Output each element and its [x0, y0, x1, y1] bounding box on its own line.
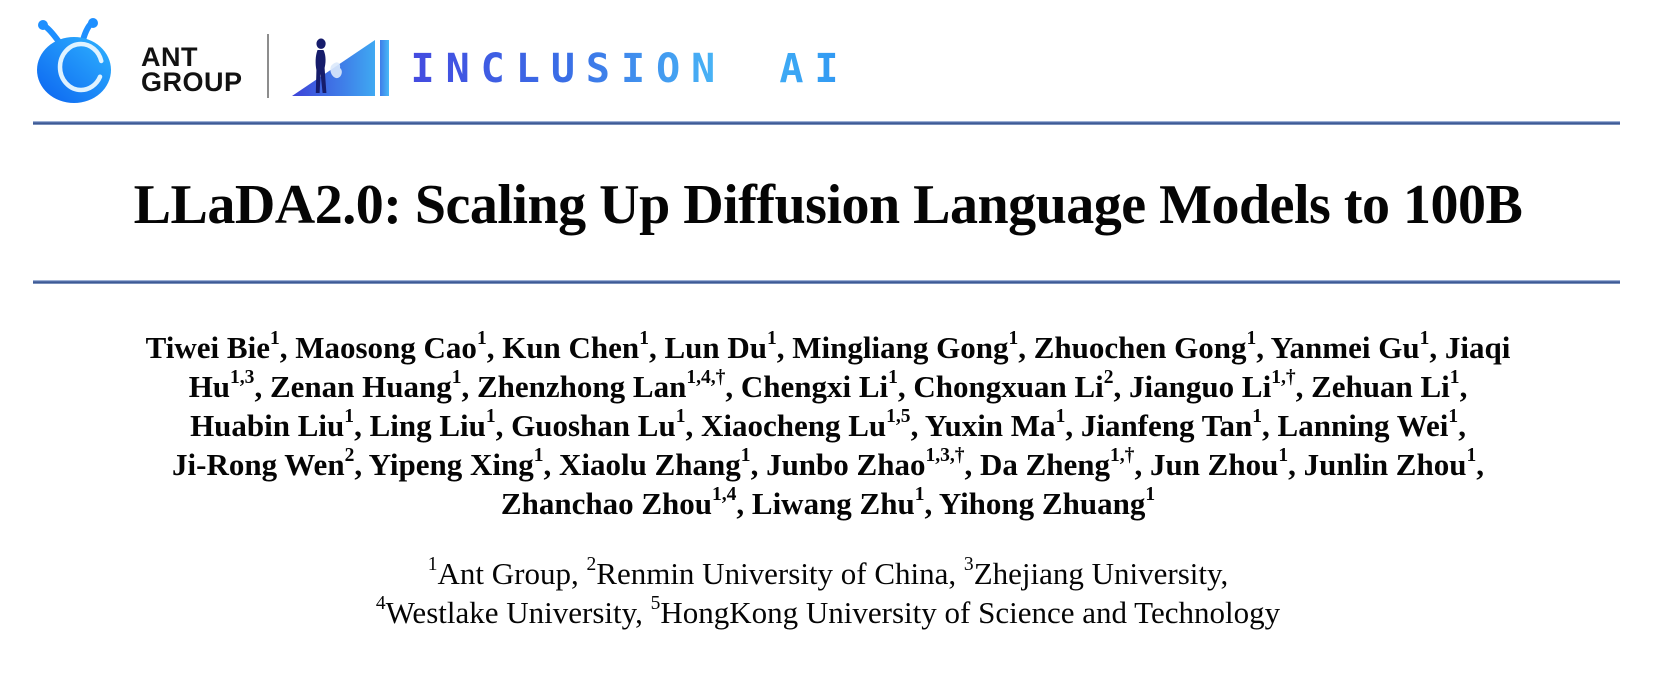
text-run: , Zenan Huang	[254, 368, 452, 404]
superscript: 1,4	[711, 484, 737, 506]
text-run: , Kun Chen	[486, 329, 640, 365]
superscript: 1	[675, 406, 686, 428]
superscript: 1	[1252, 406, 1263, 428]
superscript: 1	[1466, 445, 1477, 467]
text-run: , Liwang Zhu	[736, 485, 915, 521]
text-run: ,	[1459, 368, 1468, 404]
superscript: 1	[344, 406, 355, 428]
text-run: , Lun Du	[648, 329, 767, 365]
superscript: 1	[639, 328, 649, 350]
text-run: , Chengxi Li	[725, 368, 889, 404]
text-run: , Jianguo Li	[1113, 368, 1272, 404]
ant-group-wordmark-line1: ANT	[141, 41, 198, 72]
affiliation-list: 1Ant Group, 2Renmin University of China,…	[38, 554, 1618, 632]
text-run: Westlake University,	[385, 594, 651, 630]
text-run: , Yihong Zhuang	[924, 485, 1146, 521]
author-line: Zhanchao Zhou1,4, Liwang Zhu1, Yihong Zh…	[38, 484, 1618, 523]
text-run: Zhanchao Zhou	[500, 485, 712, 521]
text-run: , Jiaqi	[1429, 329, 1511, 365]
superscript: 2	[1103, 367, 1114, 389]
superscript: 1	[767, 328, 777, 350]
text-run: , Jun Zhou	[1134, 446, 1279, 482]
text-run: , Lanning Wei	[1262, 407, 1449, 443]
superscript: 5	[650, 593, 661, 615]
superscript: 1	[485, 406, 496, 428]
superscript: 1	[740, 445, 751, 467]
text-run: Huabin Liu	[190, 407, 345, 443]
text-run: , Yipeng Xing	[354, 446, 534, 482]
superscript: 1	[476, 328, 487, 350]
author-line: Tiwei Bie1, Maosong Cao1, Kun Chen1, Lun…	[38, 328, 1618, 367]
text-run: , Guoshan Lu	[495, 407, 676, 443]
author-line: Huabin Liu1, Ling Liu1, Guoshan Lu1, Xia…	[38, 406, 1618, 445]
text-run: , Da Zheng	[964, 446, 1111, 482]
author-list: Tiwei Bie1, Maosong Cao1, Kun Chen1, Lun…	[38, 328, 1618, 523]
superscript: 2	[344, 445, 355, 467]
text-run: , Zhenzhong Lan	[461, 368, 687, 404]
superscript: 1	[1278, 445, 1289, 467]
superscript: 1,5	[886, 406, 911, 428]
text-run: , Xiaocheng Lu	[685, 407, 887, 443]
text-run: Ant Group,	[437, 555, 587, 591]
superscript: 1,†	[1271, 367, 1296, 389]
superscript: 3	[963, 554, 974, 576]
superscript: 1	[1008, 328, 1019, 350]
superscript: 1	[269, 328, 280, 350]
superscript: 1	[427, 554, 438, 576]
superscript: 1	[451, 367, 462, 389]
superscript: 1,†	[1110, 445, 1135, 467]
superscript: 1	[1449, 367, 1460, 389]
paper-title: LLaDA2.0: Scaling Up Diffusion Language …	[133, 174, 1523, 236]
text-run: , Ling Liu	[354, 407, 486, 443]
logo-divider	[266, 34, 269, 98]
text-run: , Zehuan Li	[1295, 368, 1450, 404]
text-run: Ji-Rong Wen	[172, 446, 345, 482]
superscript: 1	[1448, 406, 1459, 428]
affiliation-line: 1Ant Group, 2Renmin University of China,…	[38, 554, 1618, 593]
superscript: 1	[914, 484, 925, 506]
superscript: 1	[533, 445, 544, 467]
text-run: Tiwei Bie	[145, 329, 270, 365]
inclusion-ai-wordmark: INCLUSION AI	[410, 46, 850, 92]
author-line: Hu1,3, Zenan Huang1, Zhenzhong Lan1,4,†,…	[38, 367, 1618, 406]
superscript: 1	[1419, 328, 1430, 350]
text-run: , Maosong Cao	[279, 329, 477, 365]
text-run: , Yanmei Gu	[1256, 329, 1420, 365]
header-logos: ANT GROUP INCLUSION AI	[35, 18, 1656, 104]
text-run: , Junbo Zhao	[750, 446, 926, 482]
title-rule	[33, 279, 1620, 284]
superscript: 1,4,†	[686, 367, 726, 389]
text-run: , Junlin Zhou	[1288, 446, 1467, 482]
superscript: 4	[375, 593, 386, 615]
superscript: 1,3,†	[925, 445, 965, 467]
text-run: , Zhuochen Gong	[1018, 329, 1247, 365]
text-run: Zhejiang University,	[973, 555, 1229, 591]
paper-title-page: ANT GROUP INCLUSION AI	[0, 18, 1656, 698]
ant-group-wordmark: ANT GROUP	[141, 27, 243, 95]
text-run: HongKong University of Science and Techn…	[660, 594, 1281, 630]
text-run: , Jianfeng Tan	[1065, 407, 1253, 443]
text-run: Renmin University of China,	[596, 555, 964, 591]
text-run: , Yuxin Ma	[910, 407, 1056, 443]
ant-group-wordmark-line2: GROUP	[141, 67, 243, 97]
text-run: , Mingliang Gong	[776, 329, 1009, 365]
text-run: Hu	[188, 368, 231, 404]
superscript: 1	[1055, 406, 1066, 428]
text-run: , Chongxuan Li	[897, 368, 1104, 404]
text-run: ,	[1476, 446, 1484, 482]
superscript: 1	[1145, 484, 1156, 506]
text-run: , Xiaolu Zhang	[543, 446, 741, 482]
superscript: 1	[888, 367, 898, 389]
text-run: ,	[1458, 407, 1466, 443]
superscript: 1	[1246, 328, 1257, 350]
superscript: 2	[586, 554, 597, 576]
ant-logo-icon	[37, 18, 111, 103]
inclusion-triangle-person-icon	[291, 38, 389, 96]
header-rule	[33, 121, 1620, 125]
superscript: 1,3	[230, 367, 255, 389]
author-line: Ji-Rong Wen2, Yipeng Xing1, Xiaolu Zhang…	[38, 445, 1618, 484]
affiliation-line: 4Westlake University, 5HongKong Universi…	[38, 593, 1618, 632]
